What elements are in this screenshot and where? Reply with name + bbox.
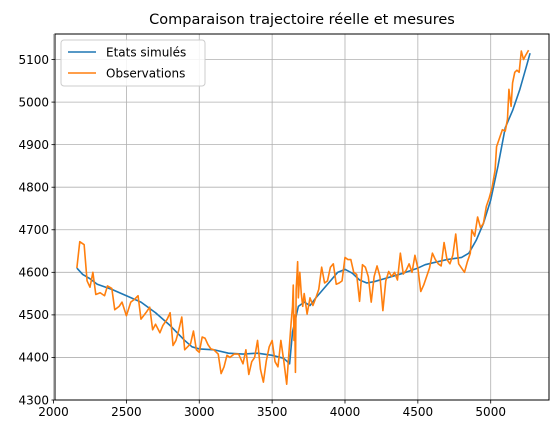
y-tick-label: 4800 bbox=[18, 181, 49, 195]
y-tick-label: 4900 bbox=[18, 138, 49, 152]
x-tick-label: 2500 bbox=[111, 405, 142, 419]
y-tick-label: 5100 bbox=[18, 53, 49, 67]
y-tick-label: 4500 bbox=[18, 308, 49, 322]
plot-frame bbox=[54, 33, 550, 401]
y-tick-label: 4300 bbox=[18, 393, 49, 407]
x-tick-label: 3500 bbox=[257, 405, 288, 419]
x-tick-label: 3000 bbox=[184, 405, 215, 419]
y-axis: 4300 4400 4500 4600 4700 4800 4900 5000 5100 bbox=[18, 53, 55, 407]
x-axis: 2000 2500 3000 3500 4000 4500 5000 bbox=[38, 400, 506, 419]
legend: Etats simulés Observations bbox=[60, 39, 206, 87]
series-line-etats-simules bbox=[76, 52, 531, 365]
legend-label-etats-simules: Etats simulés bbox=[106, 46, 186, 60]
legend-box bbox=[60, 39, 206, 87]
x-tick-label: 4000 bbox=[330, 405, 361, 419]
legend-label-observations: Observations bbox=[106, 67, 185, 81]
chart-title: Comparaison trajectoire réelle et mesure… bbox=[149, 12, 455, 28]
y-tick-label: 4700 bbox=[18, 223, 49, 237]
y-tick-label: 5000 bbox=[18, 95, 49, 109]
x-tick-label: 4500 bbox=[403, 405, 434, 419]
series-line-observations bbox=[76, 49, 530, 386]
series-layer bbox=[76, 49, 531, 386]
y-tick-label: 4400 bbox=[18, 351, 49, 365]
y-tick-label: 4600 bbox=[18, 266, 49, 280]
x-tick-label: 2000 bbox=[38, 405, 69, 419]
x-tick-label: 5000 bbox=[475, 405, 506, 419]
